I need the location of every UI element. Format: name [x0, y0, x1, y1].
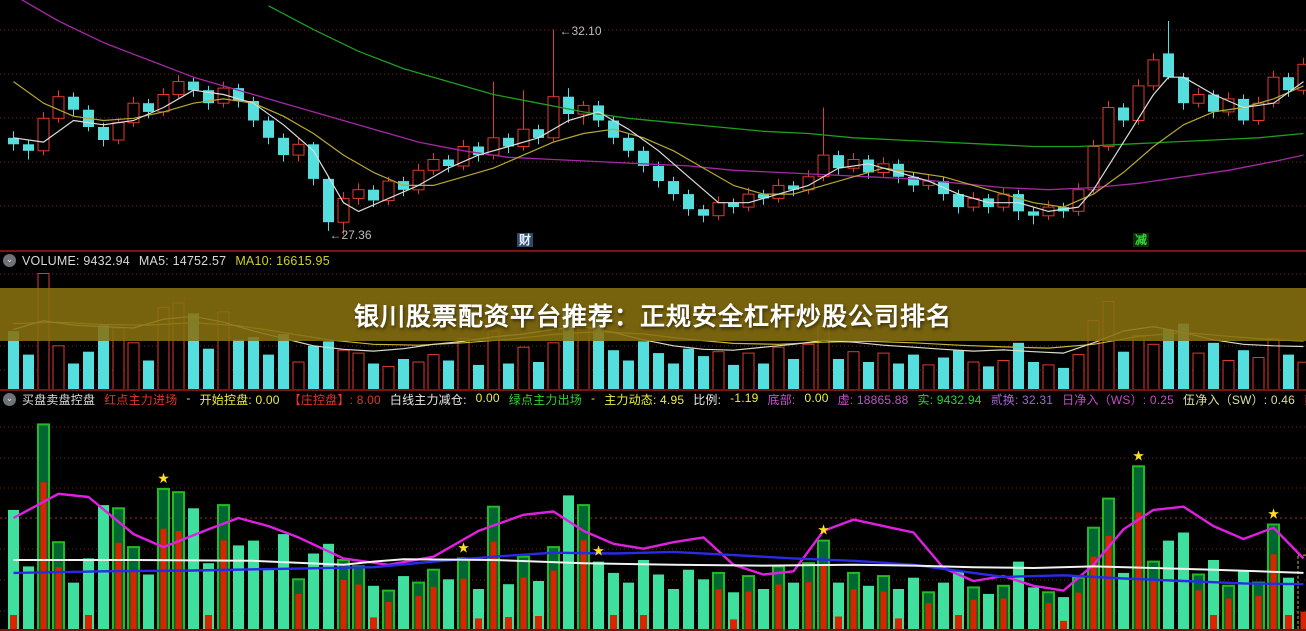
high-price-annotation: ←32.10 [559, 23, 602, 38]
pane-separator [0, 250, 1306, 252]
volume-header-item: MA10: 16615.95 [235, 253, 330, 268]
indicator-segment: 伍净入（SW）: 0.46 [1183, 393, 1296, 407]
indicator-segment: 绿点主力出场 [508, 393, 582, 407]
star-signal-icon: ★ [1132, 447, 1145, 463]
low-price-annotation: ←27.36 [329, 227, 372, 242]
indicator-segment: 买盘卖盘控盘 [22, 393, 96, 407]
indicator-segment: 红点主力进场 [104, 393, 178, 407]
collapse-chevron-icon-2[interactable]: ⌄ [3, 393, 16, 406]
jian-marker-badge: 减 [1133, 233, 1150, 247]
star-signal-icon: ★ [592, 543, 605, 559]
indicator-segment: - [186, 391, 191, 405]
star-signal-icon: ★ [1267, 506, 1280, 522]
indicator-segment: 白线主力减仓: [389, 393, 467, 407]
kline-chart [0, 0, 1306, 235]
indicator-segment: 贰换: 32.31 [990, 393, 1054, 407]
indicator-segment: 比例: [693, 393, 722, 407]
star-signal-icon: ★ [157, 470, 170, 486]
star-signal-icon: ★ [817, 522, 830, 538]
star-signal-icon: ★ [457, 539, 470, 555]
bottom-edge-line [0, 629, 1306, 631]
indicator-segment: 实: 9432.94 [917, 393, 982, 407]
indicator-segment: 0.00 [475, 391, 500, 405]
volume-header-row: ⌄ VOLUME: 9432.94 MA5: 14752.57 MA10: 1661… [0, 252, 1306, 269]
indicator-values: 买盘卖盘控盘 红点主力进场 - 开始控盘: 0.00 【庄控盘】: 8.00 白线主力减仓… [22, 391, 1306, 408]
indicator-segment: 底部: [767, 393, 796, 407]
indicator-segment: 日净入（WS）: 0.25 [1062, 393, 1175, 407]
volume-header-item: VOLUME: 9432.94 [22, 253, 130, 268]
indicator-pane[interactable]: ★ ★ ★ ★ ★ ★ [0, 405, 1306, 631]
indicator-segment: 虚: 18865.88 [837, 393, 909, 407]
ad-banner[interactable]: 银川股票配资平台推荐：正规安全杠杆炒股公司排名 [0, 288, 1306, 341]
indicator-chart: ★ ★ ★ ★ ★ ★ [0, 423, 1306, 631]
indicator-segment: 贰净入 [1304, 391, 1306, 408]
indicator-segment: -1.19 [730, 391, 759, 405]
indicator-segment: 【庄控盘】: 8.00 [288, 393, 381, 407]
ad-banner-text: 银川股票配资平台推荐：正规安全杠杆炒股公司排名 [353, 302, 952, 331]
volume-header-item: MA5: 14752.57 [138, 253, 227, 268]
indicator-segment: 开始控盘: 0.00 [199, 393, 280, 407]
indicator-segment: 主力动态: 4.95 [604, 393, 685, 407]
cai-marker-badge: 财 [517, 233, 534, 247]
indicator-header-row: ⌄ 买盘卖盘控盘 红点主力进场 - 开始控盘: 0.00 【庄控盘】: 8.00 白线主力… [0, 391, 1306, 408]
kline-pane[interactable]: ←32.10 ←27.36 财 减 [0, 0, 1306, 250]
indicator-segment: 0.00 [804, 391, 829, 405]
volume-values: VOLUME: 9432.94 MA5: 14752.57 MA10: 16615.… [22, 254, 339, 268]
indicator-segment: - [590, 391, 596, 405]
pane-separator-2 [0, 389, 1306, 391]
collapse-chevron-icon[interactable]: ⌄ [3, 254, 16, 267]
